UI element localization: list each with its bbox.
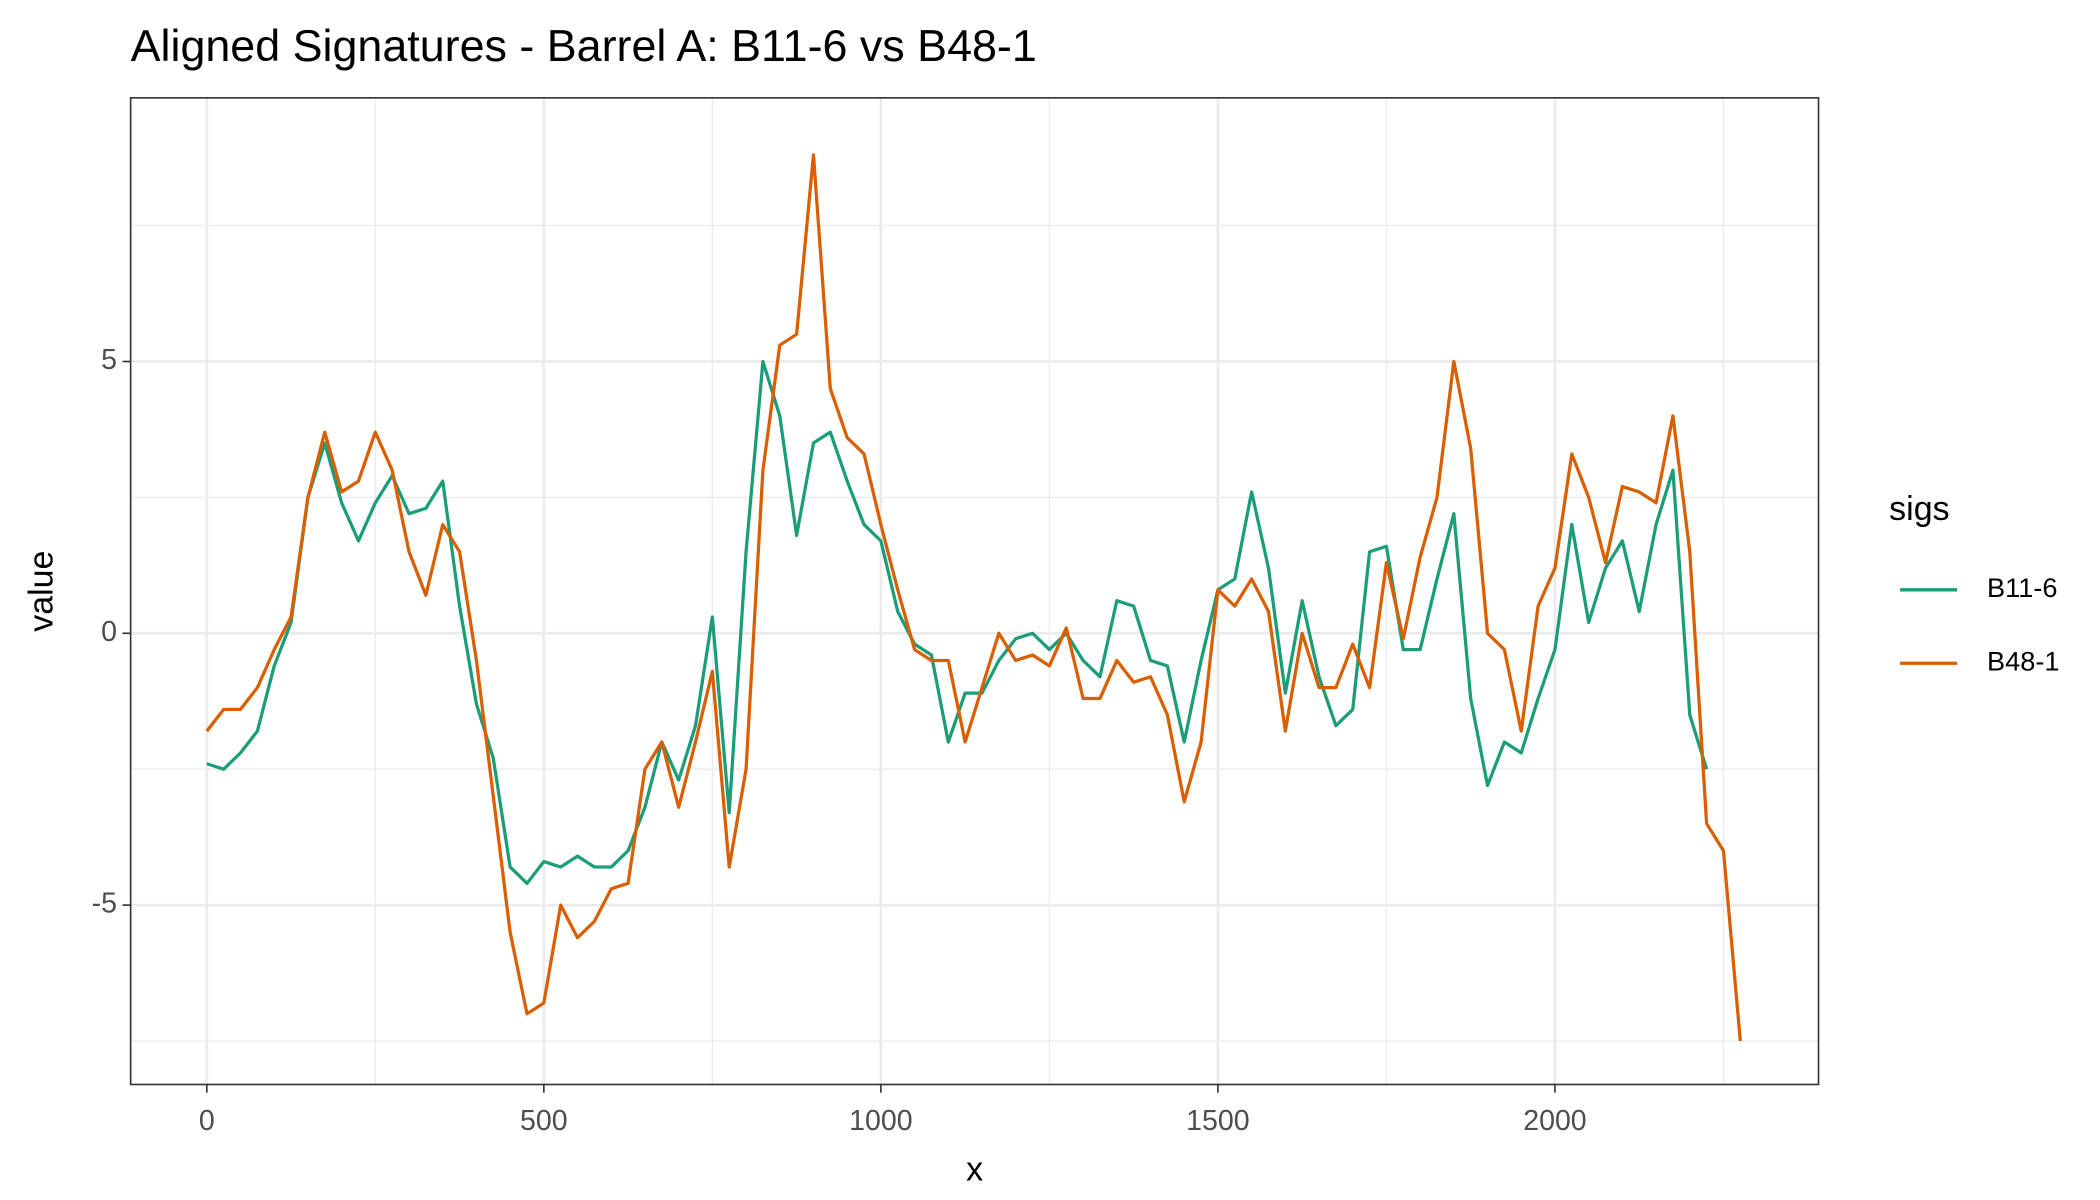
chart-title: Aligned Signatures - Barrel A: B11-6 vs … [131,20,1037,71]
legend-label: B11-6 [1987,572,2058,603]
x-tick-label: 1000 [849,1105,912,1137]
series-line [205,153,1742,1042]
x-tick-label: 0 [199,1105,215,1137]
legend-label: B48-1 [1987,645,2060,676]
plot-border [129,97,1820,1086]
x-tick-label: 2000 [1523,1105,1586,1137]
x-tick-label: 1500 [1186,1105,1249,1137]
legend-title: sigs [1889,490,1949,528]
y-tick-label: -5 [92,888,117,920]
series-line [206,359,1709,885]
x-axis-title: x [966,1150,983,1188]
y-tick-label: 0 [101,616,117,648]
y-axis-title: value [23,551,61,632]
y-tick-label: 5 [101,344,117,376]
x-tick-label: 500 [520,1105,568,1137]
